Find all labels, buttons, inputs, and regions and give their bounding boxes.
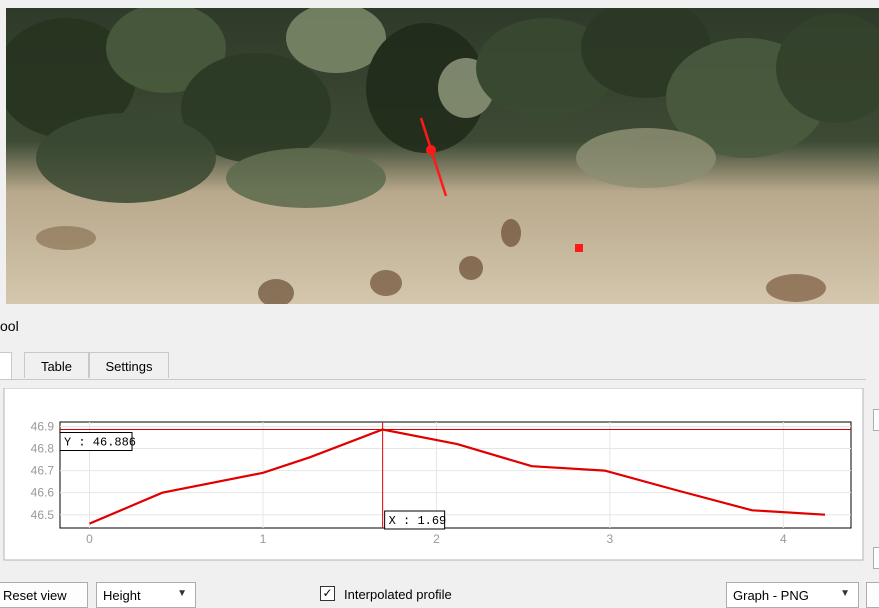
x-tick-label: 2 xyxy=(433,532,440,546)
series-line-profile xyxy=(89,428,826,525)
y-tick-label: 46.6 xyxy=(31,486,55,500)
y-tick-label: 46.9 xyxy=(31,419,55,433)
height-combo[interactable]: Height ▼ xyxy=(96,582,196,608)
plot-frame xyxy=(59,421,852,529)
export-button[interactable] xyxy=(866,582,879,608)
side-button-top[interactable] xyxy=(873,409,879,431)
chevron-down-icon: ▼ xyxy=(840,588,850,599)
tab-settings[interactable]: Settings xyxy=(89,352,169,378)
export-combo[interactable]: Graph - PNG ▼ xyxy=(726,582,859,608)
crosshair-y-label: Y : 46.886 xyxy=(64,436,136,450)
tab-profile[interactable] xyxy=(0,352,12,379)
y-tick-label: 46.5 xyxy=(31,508,55,522)
profile-tool-panel: ool Table Settings 46.5 46.6 46.7 46.8 46.9 … xyxy=(0,304,879,608)
panel-title: ool xyxy=(0,318,19,334)
interpolated-checkbox[interactable]: ✓ xyxy=(320,586,335,601)
crosshair-y-label-box xyxy=(59,432,133,452)
tab-table[interactable]: Table xyxy=(24,352,89,378)
profile-position-marker xyxy=(426,145,436,155)
x-tick-label: 0 xyxy=(86,532,93,546)
chevron-down-icon: ▼ xyxy=(177,588,187,599)
crosshair-x-label-box xyxy=(384,510,446,530)
interpolated-label: Interpolated profile xyxy=(344,587,452,602)
x-tick-label: 4 xyxy=(780,532,787,546)
reset-view-button[interactable]: Reset view xyxy=(0,582,88,608)
side-button-bottom[interactable] xyxy=(873,547,879,569)
profile-chart[interactable]: 46.5 46.6 46.7 46.8 46.9 0 1 2 3 4 Y : 46.886 X :… xyxy=(0,388,866,563)
x-tick-label: 3 xyxy=(607,532,614,546)
map-canvas[interactable] xyxy=(6,8,879,304)
y-tick-label: 46.7 xyxy=(31,464,55,478)
aerial-image xyxy=(6,8,879,304)
cursor-marker xyxy=(575,244,583,252)
x-tick-label: 1 xyxy=(260,532,267,546)
y-tick-label: 46.8 xyxy=(31,442,55,456)
profile-line xyxy=(419,117,448,197)
crosshair-x-label: X : 1.69 xyxy=(389,514,447,528)
